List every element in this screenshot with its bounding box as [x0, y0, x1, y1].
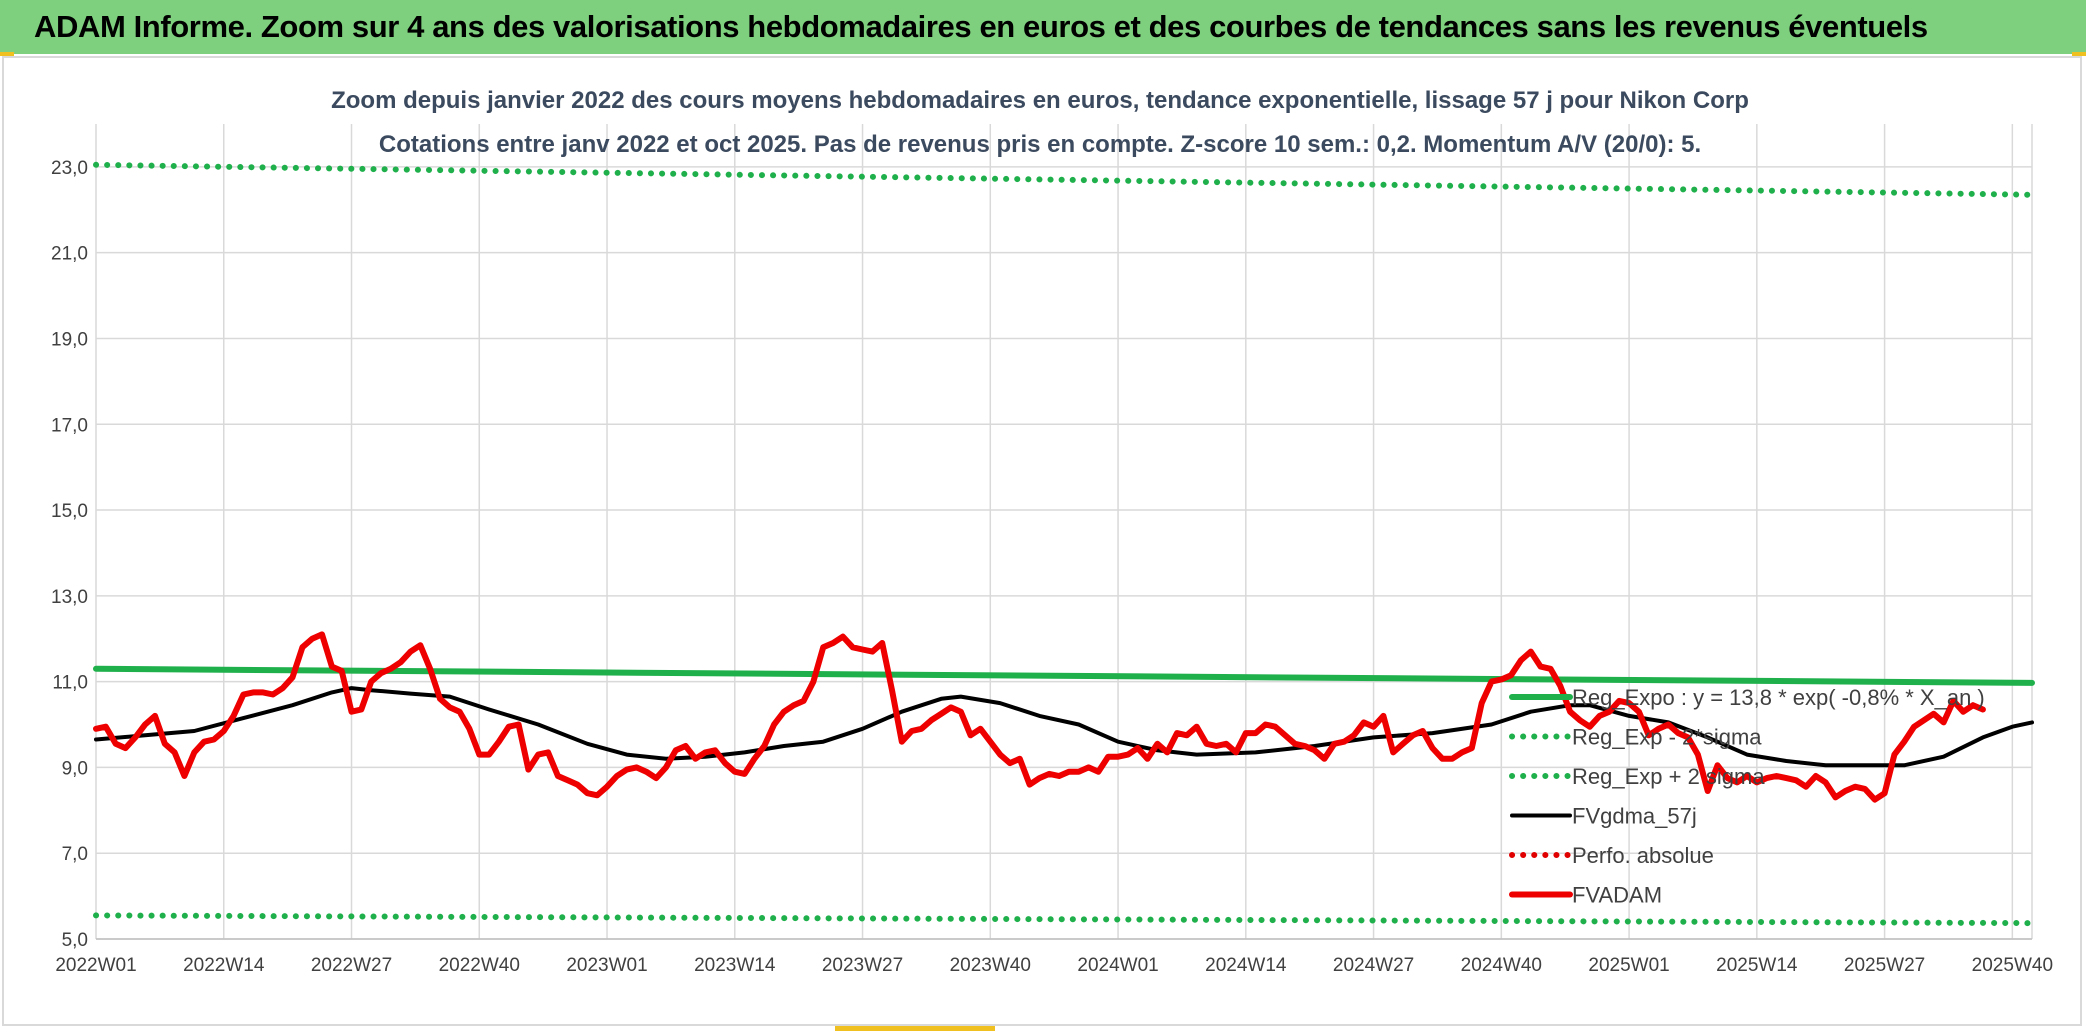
chart-frame	[2, 56, 2082, 1026]
x-tick-label: 2023W01	[566, 955, 647, 976]
series-line-3	[94, 686, 2034, 768]
y-tick-label: 23,0	[51, 158, 88, 179]
x-tick-label: 2025W01	[1588, 955, 1669, 976]
legend-label: FVADAM	[1572, 883, 1662, 908]
y-axis: 5,0 7,0 9,0 11,0 13,0 15,0 17,0 19,0 21,0 23,0	[51, 158, 88, 951]
report-title: ADAM Informe. Zoom sur 4 ans des valoris…	[34, 9, 1928, 44]
x-tick-label: 2022W14	[183, 955, 265, 976]
banner-corner-left	[0, 52, 14, 56]
x-tick-label: 2024W27	[1333, 955, 1414, 976]
banner-corner-right	[2072, 52, 2086, 56]
chart-title-line: Zoom depuis janvier 2022 des cours moyen…	[331, 87, 1749, 114]
x-tick-label: 2024W01	[1077, 955, 1158, 976]
x-tick-label: 2024W40	[1461, 955, 1542, 976]
legend-label: Reg_Exp - 2*sigma	[1572, 725, 1762, 750]
x-tick-label: 2025W27	[1844, 955, 1925, 976]
legend-label: FVgdma_57j	[1572, 804, 1697, 829]
legend-label: Reg_Expo : y = 13,8 * exp( -0,8% * X_an …	[1572, 685, 1985, 710]
bottom-accent	[835, 1026, 995, 1031]
report-banner: ADAM Informe. Zoom sur 4 ans des valoris…	[0, 0, 2086, 54]
series-line-2	[93, 161, 2035, 198]
chart-grid	[95, 124, 2033, 940]
y-tick-label: 9,0	[62, 758, 88, 779]
x-tick-label: 2022W27	[311, 955, 392, 976]
x-tick-label: 2023W27	[822, 955, 903, 976]
x-tick-label: 2023W14	[694, 955, 776, 976]
x-tick-label: 2022W01	[55, 955, 136, 976]
series-line-0	[93, 665, 2035, 686]
chart-legend: Reg_Expo : y = 13,8 * exp( -0,8% * X_an …	[1509, 685, 1985, 908]
y-tick-label: 21,0	[51, 244, 88, 265]
chart-titles: Zoom depuis janvier 2022 des cours moyen…	[331, 87, 1749, 158]
y-tick-label: 17,0	[51, 415, 88, 436]
legend-label: Perfo. absolue	[1572, 843, 1714, 868]
y-tick-label: 15,0	[51, 501, 88, 522]
x-tick-label: 2025W40	[1972, 955, 2053, 976]
chart-title-line: Cotations entre janv 2022 et oct 2025. P…	[379, 131, 1701, 158]
y-tick-label: 11,0	[52, 673, 88, 694]
x-tick-label: 2022W40	[439, 955, 520, 976]
x-tick-label: 2023W40	[950, 955, 1031, 976]
y-tick-label: 7,0	[62, 844, 88, 865]
chart-series	[93, 161, 2035, 927]
x-tick-label: 2025W14	[1716, 955, 1798, 976]
series-line-5	[93, 631, 1986, 803]
x-tick-label: 2024W14	[1205, 955, 1287, 976]
y-tick-label: 19,0	[51, 329, 88, 350]
series-line-1	[93, 912, 2035, 927]
y-tick-label: 13,0	[51, 587, 88, 608]
y-tick-label: 5,0	[62, 930, 88, 951]
x-axis: 2022W01 2022W14 2022W27 2022W40 2023W01 2023W…	[55, 938, 2053, 976]
legend-label: Reg_Exp + 2 sigma	[1572, 764, 1765, 789]
